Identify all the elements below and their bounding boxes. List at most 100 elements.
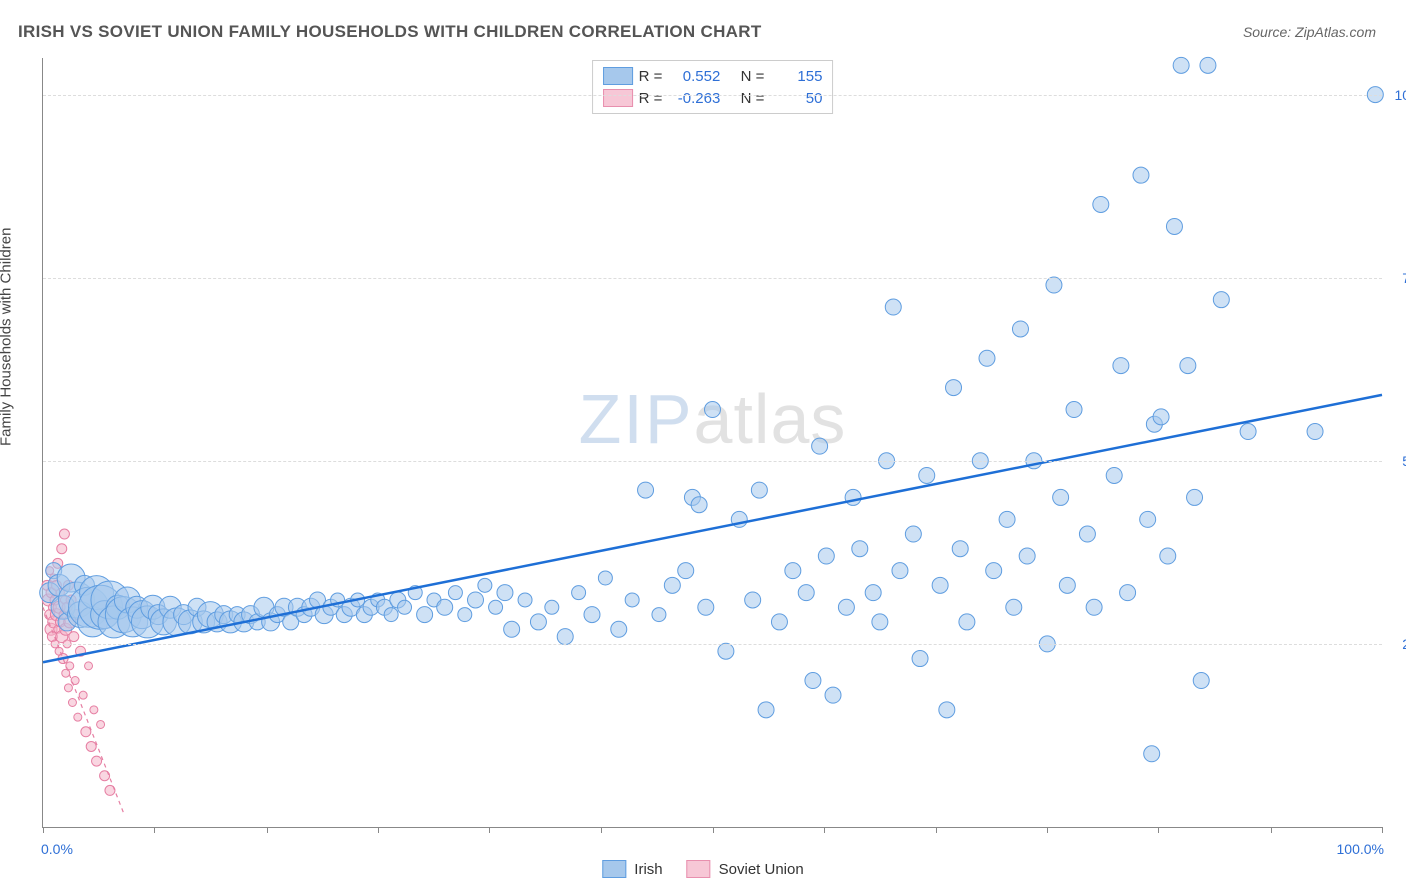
scatter-point [518,593,532,607]
gridline-h [43,461,1382,462]
scatter-point [1079,526,1095,542]
x-tick [936,827,937,833]
legend-n-label-soviet: N = [741,90,765,107]
scatter-point [758,702,774,718]
scatter-svg [43,58,1382,827]
scatter-point [81,727,91,737]
scatter-point [1166,218,1182,234]
scatter-point [68,698,76,706]
scatter-point [384,608,398,622]
scatter-point [698,599,714,615]
scatter-point [664,577,680,593]
scatter-point [798,585,814,601]
x-tick [154,827,155,833]
scatter-point [625,593,639,607]
correlation-legend: R = 0.552 N = 155 R = -0.263 N = 50 [592,60,834,114]
x-tick [1271,827,1272,833]
plot-area: ZIPatlas R = 0.552 N = 155 R = -0.263 N … [42,58,1382,828]
scatter-point [865,585,881,601]
scatter-point [1153,409,1169,425]
chart-title: IRISH VS SOVIET UNION FAMILY HOUSEHOLDS … [18,22,762,42]
scatter-point [852,541,868,557]
scatter-point [838,599,854,615]
scatter-point [1140,511,1156,527]
scatter-point [611,621,627,637]
scatter-point [912,651,928,667]
scatter-point [638,482,654,498]
series-label-soviet: Soviet Union [719,861,804,878]
scatter-point [504,621,520,637]
scatter-point [999,511,1015,527]
scatter-point [678,563,694,579]
scatter-point [92,756,102,766]
scatter-point [1240,424,1256,440]
series-legend: Irish Soviet Union [602,860,803,878]
scatter-point [467,592,483,608]
scatter-point [652,608,666,622]
scatter-point [1307,424,1323,440]
gridline-h [43,644,1382,645]
scatter-point [939,702,955,718]
x-tick [489,827,490,833]
scatter-point [805,673,821,689]
scatter-point [572,586,586,600]
x-tick [267,827,268,833]
scatter-point [785,563,801,579]
scatter-point [905,526,921,542]
scatter-point [691,497,707,513]
scatter-point [97,720,105,728]
series-legend-irish: Irish [602,860,662,878]
scatter-point [1133,167,1149,183]
scatter-point [818,548,834,564]
legend-n-value-irish: 155 [770,68,822,85]
scatter-point [497,585,513,601]
scatter-point [57,544,67,554]
scatter-point [986,563,1002,579]
scatter-point [932,577,948,593]
scatter-point [79,691,87,699]
scatter-point [718,643,734,659]
x-tick [378,827,379,833]
legend-r-value-soviet: -0.263 [668,90,720,107]
scatter-point [598,571,612,585]
gridline-h [43,95,1382,96]
scatter-point [62,669,70,677]
scatter-point [959,614,975,630]
scatter-point [979,350,995,366]
scatter-point [1006,599,1022,615]
scatter-point [1160,548,1176,564]
x-tick [601,827,602,833]
scatter-point [751,482,767,498]
chart-container: IRISH VS SOVIET UNION FAMILY HOUSEHOLDS … [0,0,1406,892]
x-tick [824,827,825,833]
legend-swatch-irish [603,67,633,85]
x-axis-min-label: 0.0% [41,841,73,857]
gridline-h [43,278,1382,279]
legend-r-value-irish: 0.552 [668,68,720,85]
series-swatch-soviet [687,860,711,878]
x-tick [713,827,714,833]
scatter-point [1213,292,1229,308]
y-tick-label: 100.0% [1387,87,1406,103]
x-tick [43,827,44,833]
scatter-point [1113,358,1129,374]
scatter-point [1086,599,1102,615]
scatter-point [478,578,492,592]
scatter-point [85,662,93,670]
scatter-point [1053,489,1069,505]
scatter-point [1180,358,1196,374]
scatter-point [1012,321,1028,337]
scatter-point [448,586,462,600]
scatter-point [417,607,433,623]
scatter-point [1200,57,1216,73]
legend-n-label-irish: N = [741,68,765,85]
scatter-point [69,632,79,642]
source-attribution: Source: ZipAtlas.com [1243,24,1376,40]
x-tick [1158,827,1159,833]
scatter-point [705,402,721,418]
source-value: ZipAtlas.com [1295,24,1376,40]
x-axis-max-label: 100.0% [1337,841,1384,857]
scatter-point [919,467,935,483]
scatter-point [557,629,573,645]
scatter-point [1144,746,1160,762]
